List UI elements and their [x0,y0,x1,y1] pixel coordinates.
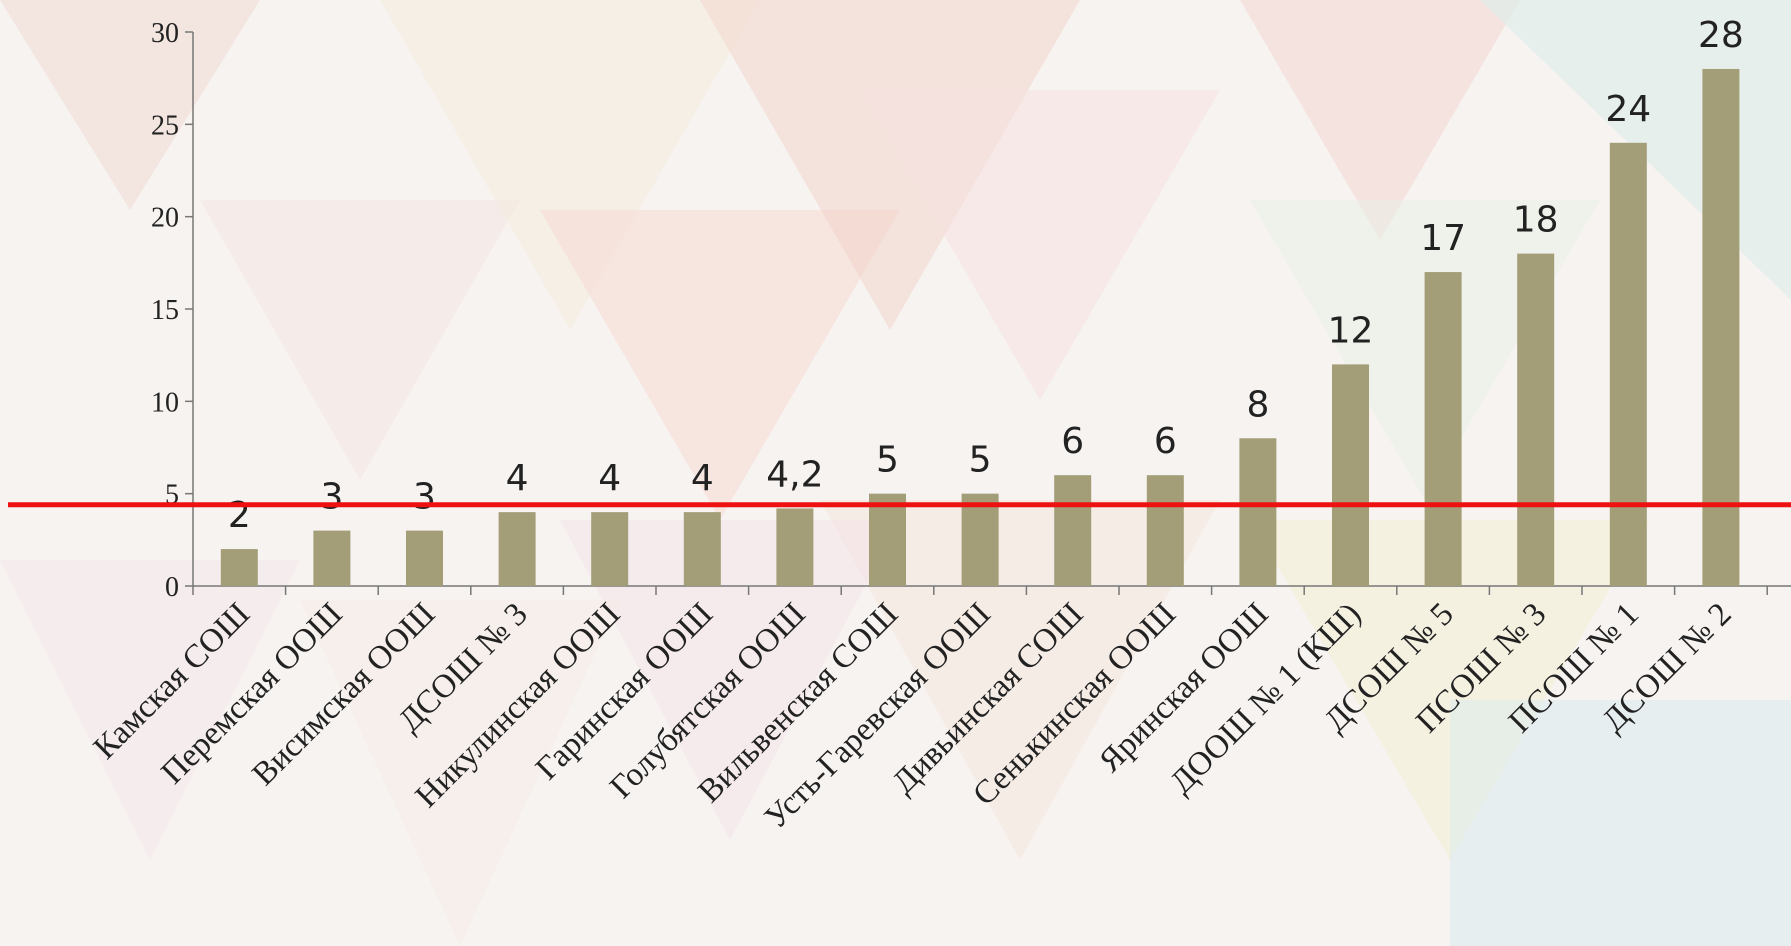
bar [1239,438,1277,586]
bar [313,530,351,586]
data-label: 18 [1513,200,1559,241]
bar [1146,475,1184,586]
y-tick-label: 25 [151,110,179,141]
bar [591,512,629,586]
bar [1054,475,1092,586]
data-label: 5 [876,440,899,481]
data-label: 17 [1420,218,1466,259]
y-tick-label: 30 [151,18,179,49]
data-label: 6 [1154,421,1177,462]
bar [776,508,814,586]
bars [220,68,1740,587]
data-label: 2 [228,495,251,536]
data-label: 3 [320,477,343,518]
bar [498,512,536,586]
data-label: 12 [1328,310,1374,351]
x-tick-label: Яринская ООШ [1092,596,1275,779]
data-label: 8 [1246,384,1269,425]
data-label: 4,2 [766,454,823,495]
bar [220,549,258,586]
bar [1517,253,1555,586]
y-tick-label: 15 [151,295,179,326]
data-label: 28 [1698,15,1744,56]
bar [1424,272,1462,586]
bar [869,493,906,586]
bar [1332,364,1369,586]
data-label: 4 [691,458,714,499]
data-label: 6 [1061,421,1084,462]
bar [961,493,999,586]
data-labels: 2 3 3 4 4 4 4,2 5 5 6 6 8 12 17 18 24 28 [228,15,1744,536]
y-tick-label: 0 [165,572,179,603]
bar [1702,68,1740,586]
y-tick-label: 10 [151,387,179,418]
data-label: 4 [598,458,621,499]
bar [683,512,721,586]
bar [1609,142,1647,587]
data-label: 3 [413,477,436,518]
x-tick-label: Камская СОШ [87,596,257,766]
data-label: 24 [1605,89,1651,130]
data-label: 4 [506,458,529,499]
y-tick-label: 20 [151,203,179,234]
data-label: 5 [969,440,992,481]
bar [406,530,443,586]
